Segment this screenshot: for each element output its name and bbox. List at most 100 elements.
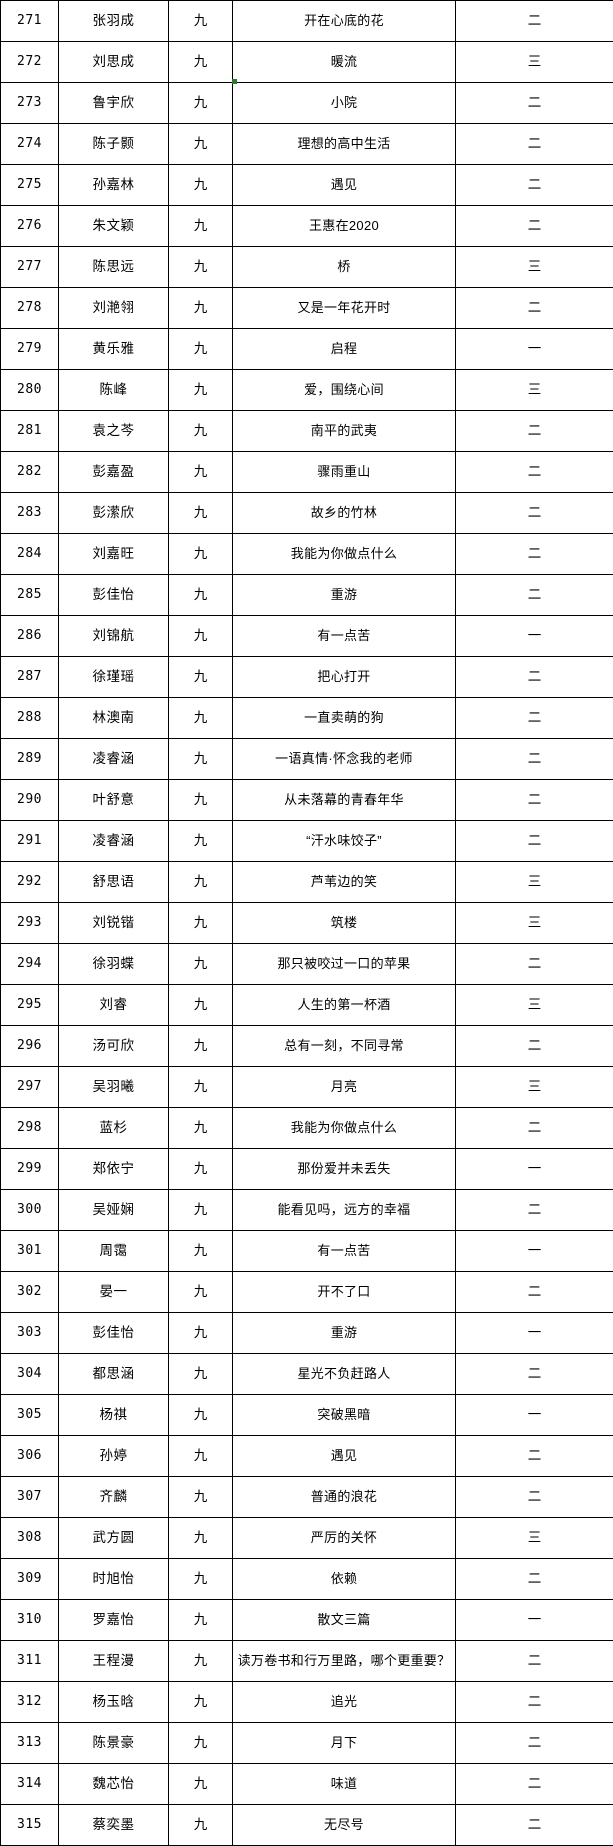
cell-sequence-number: 312	[1, 1682, 59, 1723]
cell-student-name: 刘睿	[59, 985, 169, 1026]
cell-work-title: 启程	[233, 329, 456, 370]
cell-student-name: 吴娅娴	[59, 1190, 169, 1231]
cell-award-level: 二	[456, 534, 613, 575]
cell-award-level: 二	[456, 1682, 613, 1723]
cell-award-level: 二	[456, 1354, 613, 1395]
cell-grade-level: 九	[169, 1272, 233, 1313]
cell-grade-level: 九	[169, 1477, 233, 1518]
cell-grade-level: 九	[169, 1518, 233, 1559]
cell-work-title: 遇见	[233, 165, 456, 206]
cell-student-name: 魏芯怡	[59, 1764, 169, 1805]
cell-work-title: 严厉的关怀	[233, 1518, 456, 1559]
cell-work-title: 小院	[233, 83, 456, 124]
cell-sequence-number: 307	[1, 1477, 59, 1518]
cell-sequence-number: 303	[1, 1313, 59, 1354]
cell-award-level: 一	[456, 1600, 613, 1641]
cell-grade-level: 九	[169, 411, 233, 452]
cell-work-title: 南平的武夷	[233, 411, 456, 452]
cell-work-title: 故乡的竹林	[233, 493, 456, 534]
cell-work-title: 王惠在2020	[233, 206, 456, 247]
cell-award-level: 二	[456, 1764, 613, 1805]
cell-student-name: 武方圆	[59, 1518, 169, 1559]
cell-work-title: 重游	[233, 575, 456, 616]
cell-award-level: 三	[456, 370, 613, 411]
cell-student-name: 刘滟翎	[59, 288, 169, 329]
cell-award-level: 二	[456, 1559, 613, 1600]
cell-award-level: 一	[456, 1231, 613, 1272]
cell-work-title: 能看见吗，远方的幸福	[233, 1190, 456, 1231]
cell-student-name: 刘锦航	[59, 616, 169, 657]
cell-student-name: 孙婷	[59, 1436, 169, 1477]
cell-award-level: 三	[456, 985, 613, 1026]
cell-work-title: 无尽号	[233, 1805, 456, 1846]
cell-grade-level: 九	[169, 493, 233, 534]
cell-award-level: 二	[456, 165, 613, 206]
cell-work-title: 星光不负赶路人	[233, 1354, 456, 1395]
cell-student-name: 晏一	[59, 1272, 169, 1313]
cell-grade-level: 九	[169, 1231, 233, 1272]
cell-sequence-number: 306	[1, 1436, 59, 1477]
cell-award-level: 二	[456, 1477, 613, 1518]
cell-grade-level: 九	[169, 534, 233, 575]
cell-work-title: 筑楼	[233, 903, 456, 944]
cell-grade-level: 九	[169, 1600, 233, 1641]
cell-award-level: 二	[456, 452, 613, 493]
cell-work-title: 把心打开	[233, 657, 456, 698]
cell-grade-level: 九	[169, 1108, 233, 1149]
cell-grade-level: 九	[169, 206, 233, 247]
cell-grade-level: 九	[169, 1354, 233, 1395]
cell-work-title: 那份爱并未丢失	[233, 1149, 456, 1190]
cell-award-level: 二	[456, 411, 613, 452]
cell-sequence-number: 314	[1, 1764, 59, 1805]
cell-sequence-number: 276	[1, 206, 59, 247]
cell-sequence-number: 272	[1, 42, 59, 83]
cell-sequence-number: 290	[1, 780, 59, 821]
cell-student-name: 刘嘉旺	[59, 534, 169, 575]
cell-award-level: 一	[456, 1149, 613, 1190]
cell-student-name: 彭潆欣	[59, 493, 169, 534]
cell-student-name: 彭嘉盈	[59, 452, 169, 493]
cell-award-level: 二	[456, 780, 613, 821]
cell-grade-level: 九	[169, 370, 233, 411]
cell-grade-level: 九	[169, 657, 233, 698]
cell-student-name: 都思涵	[59, 1354, 169, 1395]
cell-student-name: 鲁宇欣	[59, 83, 169, 124]
cell-award-level: 二	[456, 1272, 613, 1313]
cell-grade-level: 九	[169, 1313, 233, 1354]
cell-grade-level: 九	[169, 1641, 233, 1682]
cell-sequence-number: 315	[1, 1805, 59, 1846]
cell-award-level: 二	[456, 1641, 613, 1682]
cell-sequence-number: 282	[1, 452, 59, 493]
cell-sequence-number: 286	[1, 616, 59, 657]
cell-award-level: 三	[456, 42, 613, 83]
cell-grade-level: 九	[169, 124, 233, 165]
cell-work-title: 普通的浪花	[233, 1477, 456, 1518]
cell-work-title: 暖流	[233, 42, 456, 83]
cell-work-title: 理想的高中生活	[233, 124, 456, 165]
cell-student-name: 周霭	[59, 1231, 169, 1272]
cell-sequence-number: 308	[1, 1518, 59, 1559]
cell-student-name: 郑依宁	[59, 1149, 169, 1190]
cell-student-name: 汤可欣	[59, 1026, 169, 1067]
cell-work-title: 有一点苦	[233, 1231, 456, 1272]
cell-sequence-number: 287	[1, 657, 59, 698]
cell-grade-level: 九	[169, 1436, 233, 1477]
cell-grade-level: 九	[169, 821, 233, 862]
cell-award-level: 一	[456, 616, 613, 657]
cell-sequence-number: 273	[1, 83, 59, 124]
cell-sequence-number: 294	[1, 944, 59, 985]
cell-sequence-number: 281	[1, 411, 59, 452]
